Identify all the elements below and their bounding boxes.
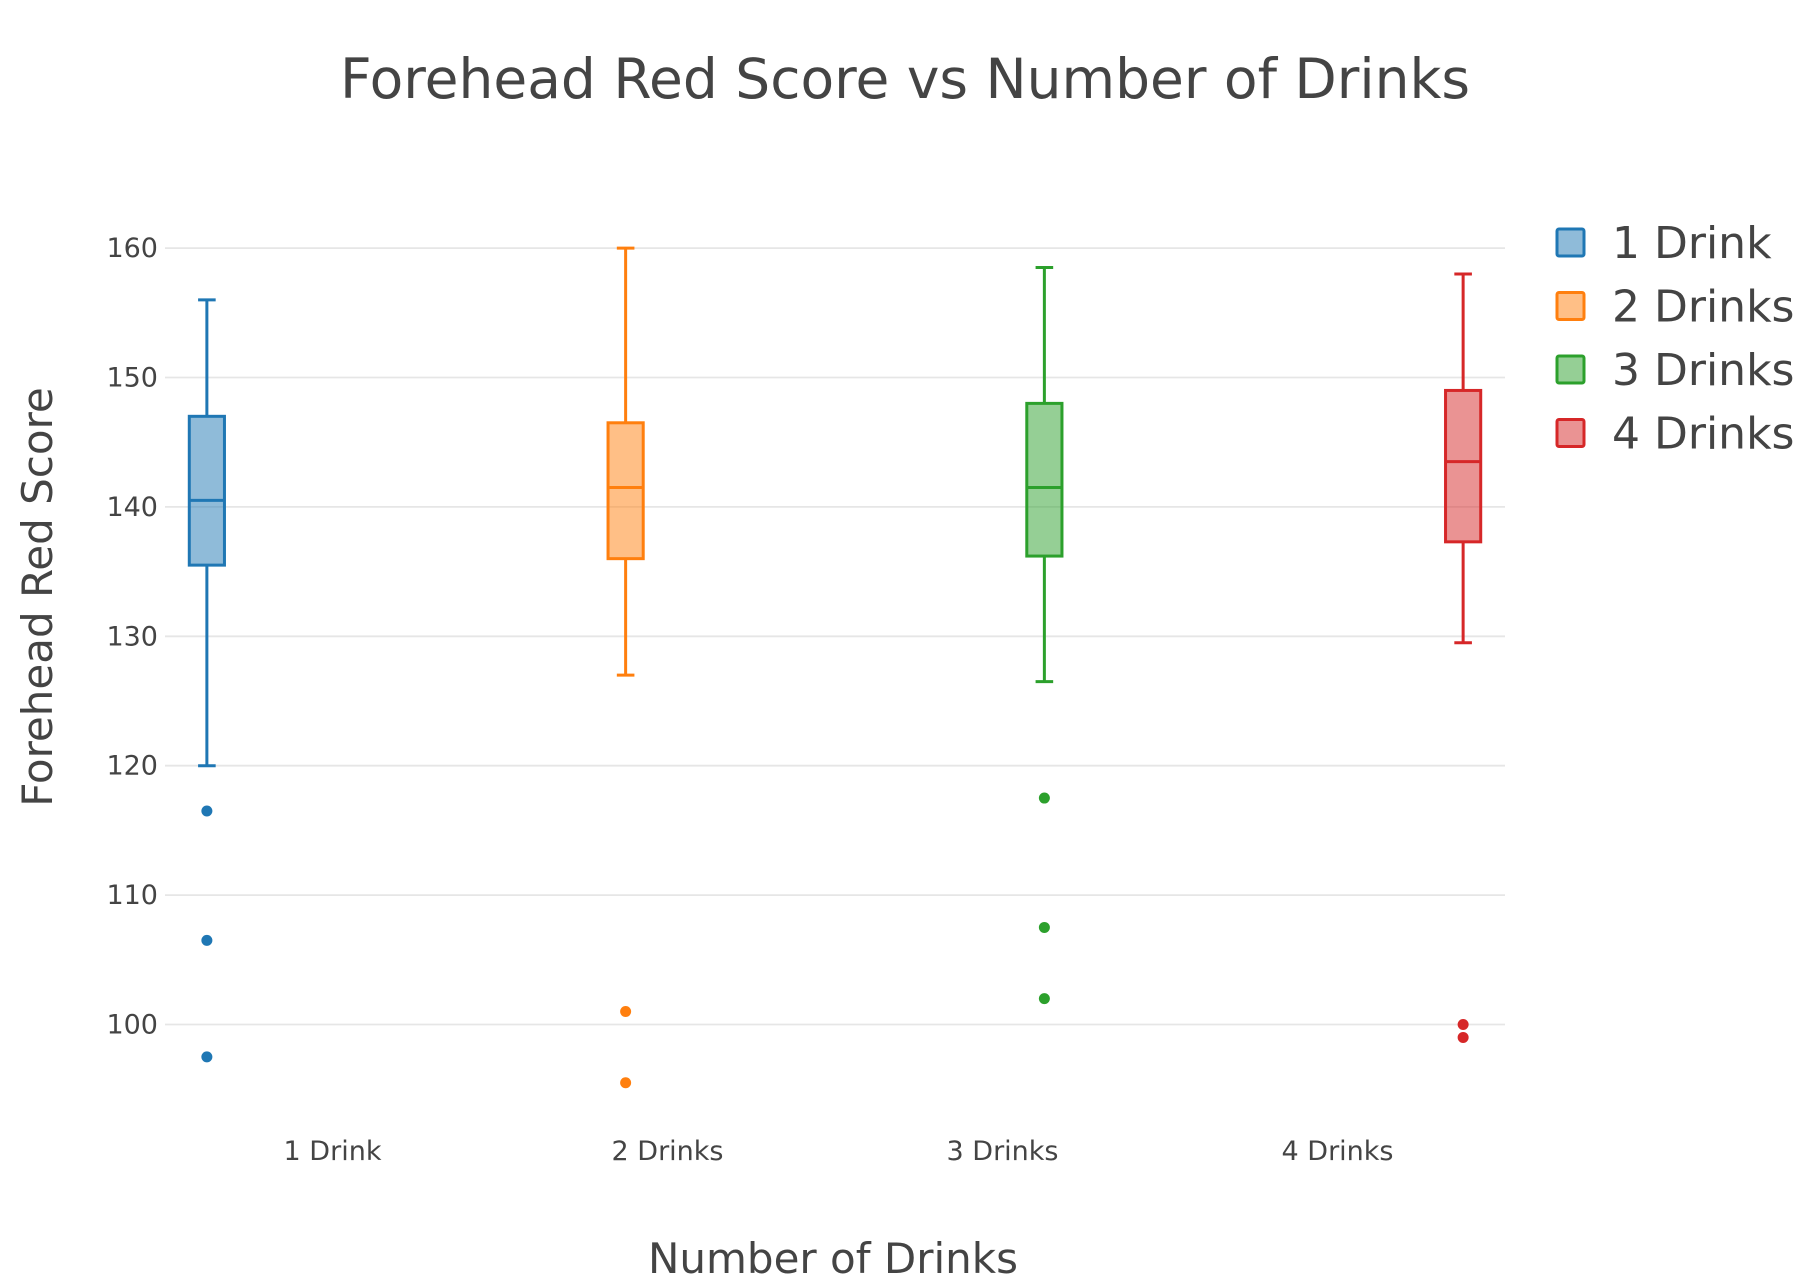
legend-item: 4 Drinks — [1555, 409, 1794, 460]
outlier-point — [620, 1006, 632, 1018]
legend-swatch — [1555, 354, 1586, 385]
outlier-point — [1038, 921, 1050, 933]
box-trace — [1444, 272, 1483, 1043]
box-iqr — [606, 421, 645, 561]
outlier-point — [201, 805, 213, 817]
legend-swatch — [1555, 418, 1586, 448]
x-tick-label: 1 Drink — [284, 1136, 382, 1167]
box-trace — [1025, 266, 1064, 1005]
gridlines — [165, 247, 1505, 1026]
outlier-point — [1038, 792, 1050, 804]
legend-label: 2 Drinks — [1612, 282, 1794, 333]
legend-label: 4 Drinks — [1612, 409, 1794, 460]
box-iqr — [187, 414, 226, 567]
y-tick-label: 130 — [106, 621, 158, 652]
box-iqr — [1025, 401, 1064, 558]
x-tick-label: 3 Drinks — [947, 1136, 1059, 1167]
legend-label: 3 Drinks — [1612, 345, 1794, 396]
outlier-point — [201, 1051, 213, 1063]
x-tick-label: 2 Drinks — [612, 1136, 724, 1167]
legend: 1 Drink 2 Drinks 3 Drinks 4 Drinks — [1555, 218, 1794, 460]
outlier-point — [201, 934, 213, 946]
x-tick-label: 4 Drinks — [1282, 1136, 1394, 1167]
outlier-point — [620, 1077, 632, 1089]
box-iqr — [1444, 388, 1483, 544]
y-tick-label: 100 — [106, 1010, 158, 1041]
box-trace — [606, 246, 645, 1089]
chart-title: Forehead Red Score vs Number of Drinks — [340, 47, 1470, 111]
y-tick-label: 160 — [106, 233, 158, 264]
y-tick-label: 150 — [106, 363, 158, 394]
x-axis-ticks: 1 Drink 2 Drinks 3 Drinks 4 Drinks — [284, 1136, 1394, 1167]
y-tick-label: 110 — [106, 880, 158, 911]
outlier-point — [1457, 1019, 1469, 1030]
legend-item: 3 Drinks — [1555, 345, 1794, 396]
y-tick-label: 140 — [106, 492, 158, 523]
y-axis-ticks: 100 110 120 130 140 150 160 — [106, 233, 158, 1040]
box-trace — [187, 298, 226, 1063]
y-tick-label: 120 — [106, 751, 158, 782]
legend-item: 2 Drinks — [1555, 282, 1794, 333]
legend-item: 1 Drink — [1555, 218, 1772, 269]
box-traces — [187, 246, 1483, 1089]
x-axis-label: Number of Drinks — [648, 1234, 1018, 1283]
y-axis-label: Forehead Red Score — [13, 387, 62, 807]
legend-swatch — [1555, 291, 1586, 321]
outlier-point — [1457, 1031, 1469, 1043]
legend-swatch — [1555, 227, 1586, 258]
outlier-point — [1038, 993, 1050, 1005]
legend-label: 1 Drink — [1612, 218, 1772, 269]
